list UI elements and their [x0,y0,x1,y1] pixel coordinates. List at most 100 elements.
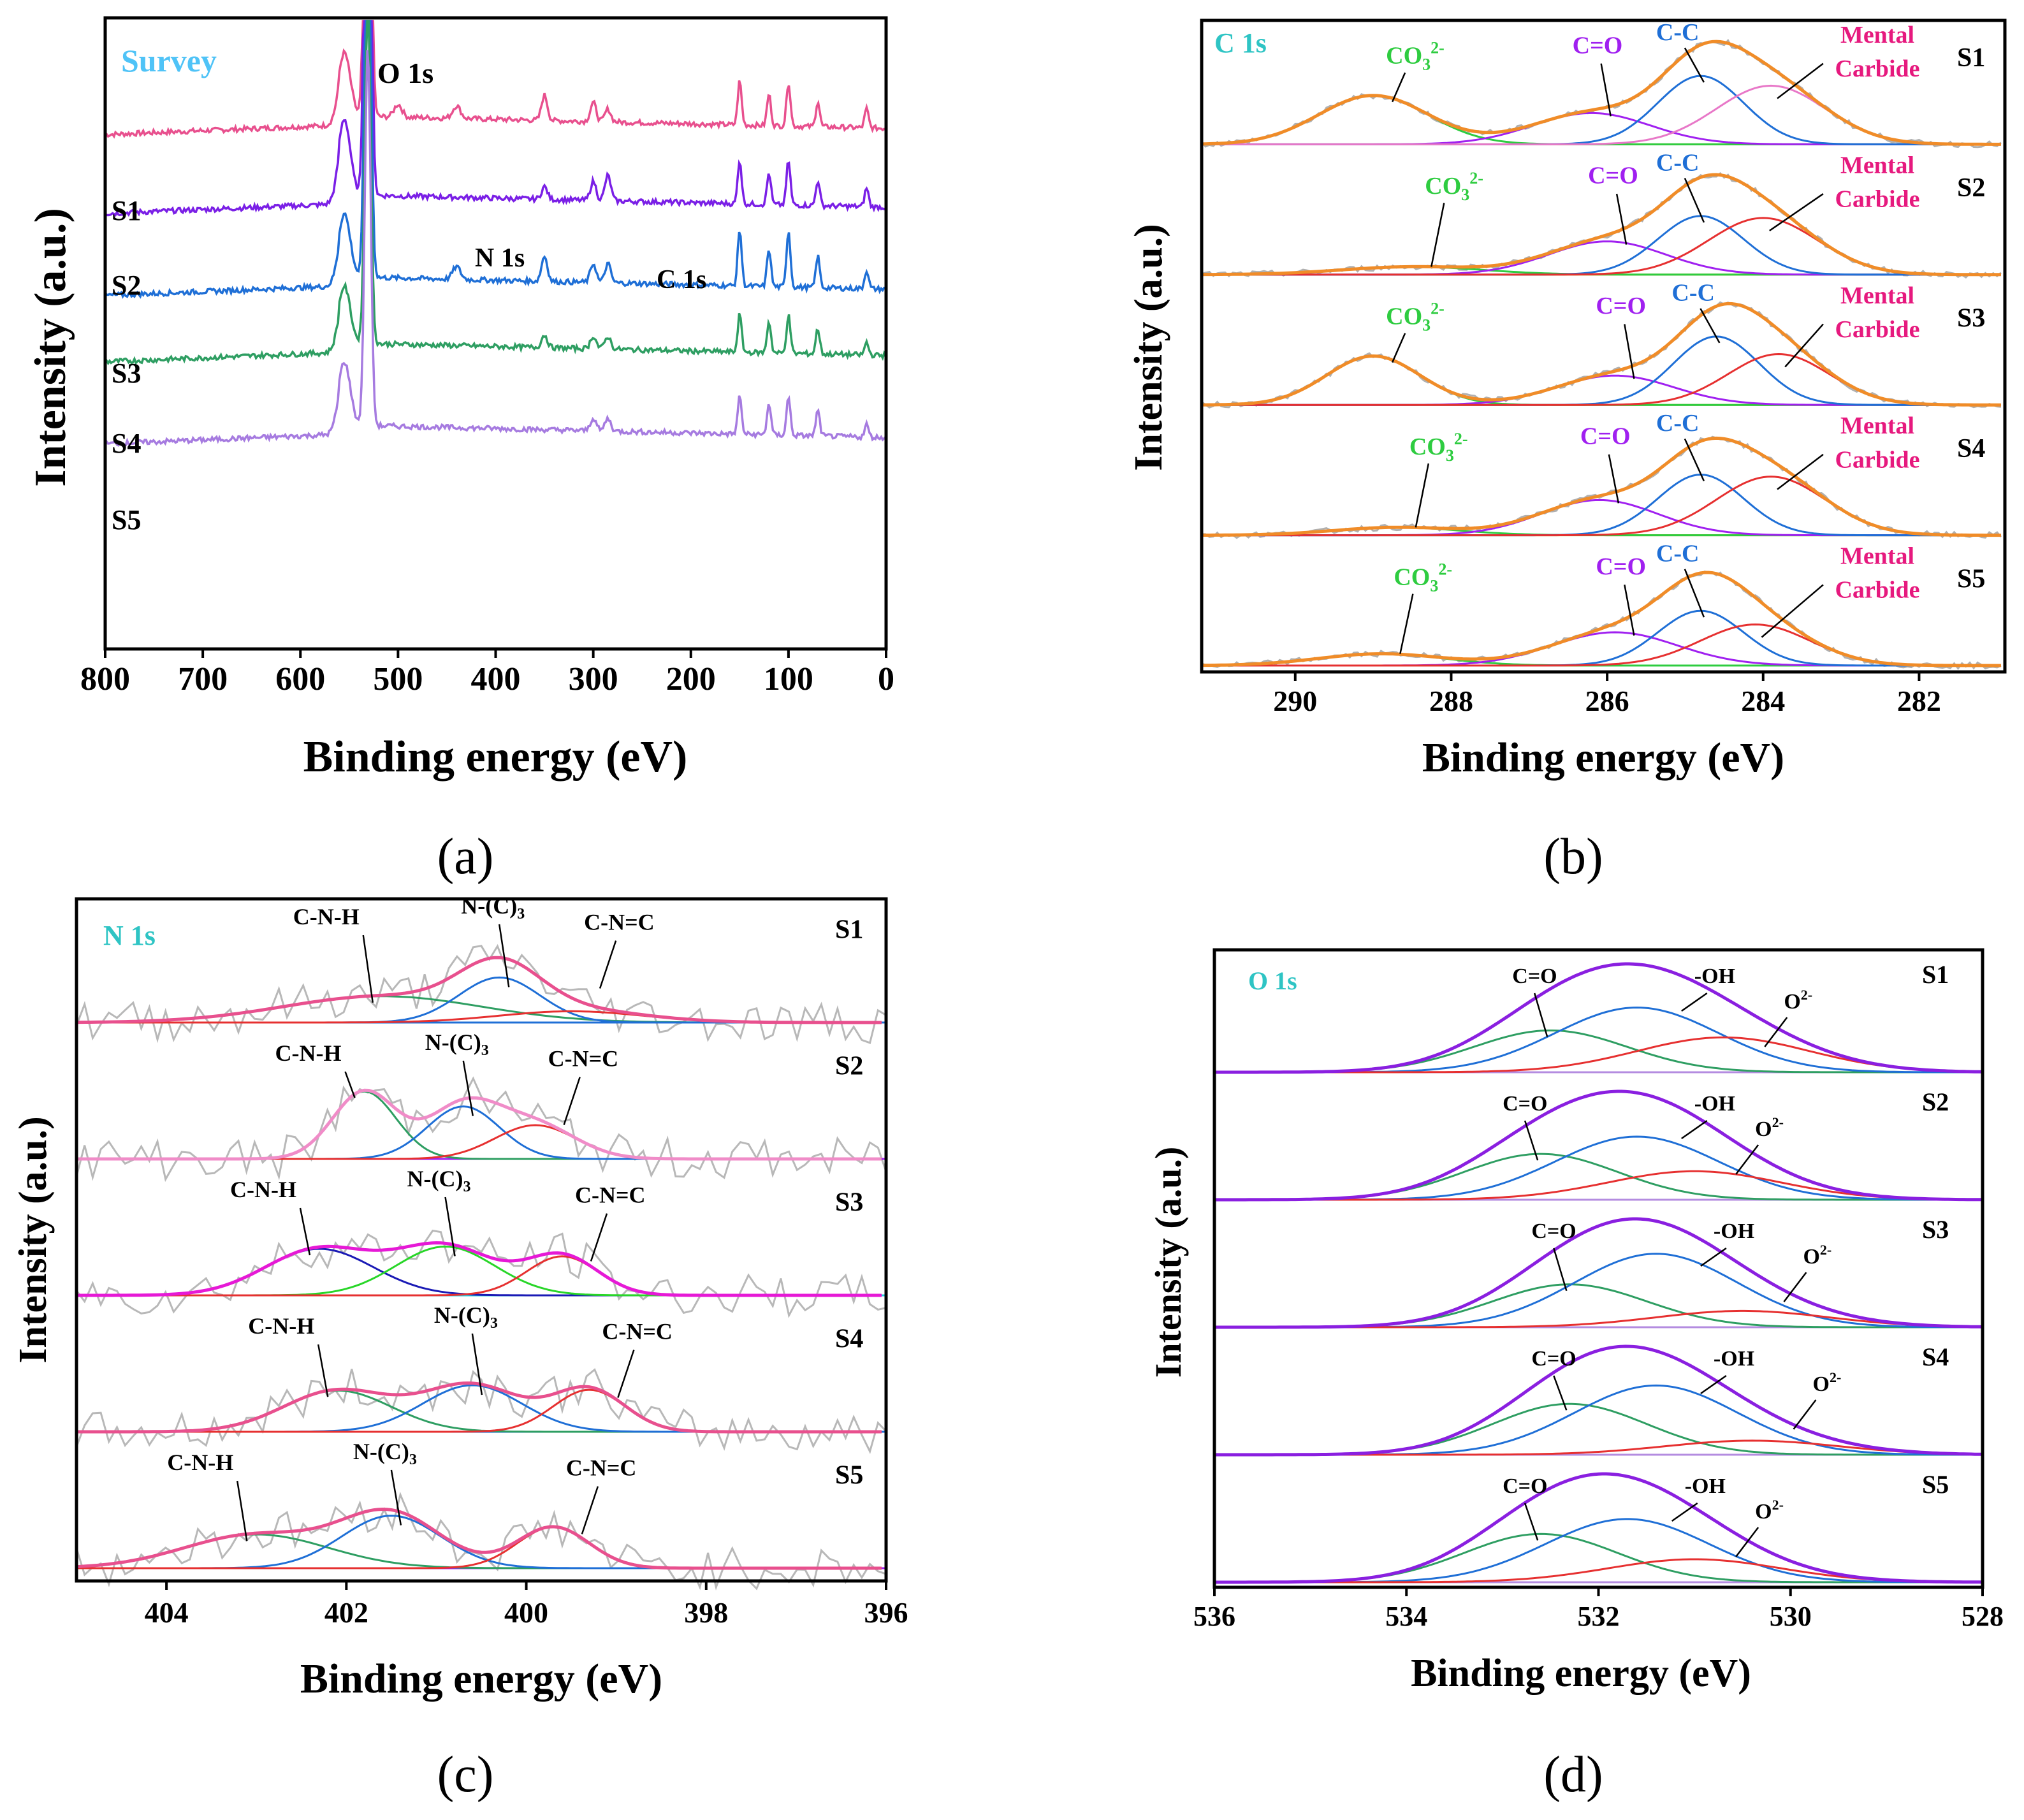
panel-c-cnh-label: C-N-H [230,1177,296,1202]
panel-d-oh-label: -OH [1694,1092,1735,1116]
panel-d-x-axis: 536 534 532 530 528 [1193,1587,2004,1632]
panel-b-envelope-s2 [1201,173,2001,277]
d-x-tick-label: 532 [1578,1601,1620,1632]
c-x-tick-label: 396 [864,1596,908,1629]
c-x-tick-label: 404 [145,1596,189,1629]
panel-b-cc-label: C-C [1656,149,1700,176]
panel-b-carbide-label: Carbide [1835,55,1920,82]
panel-d-co-leader [1553,1248,1568,1292]
panel-d-o2-superscript: 2- [1801,987,1812,1003]
c-x-tick-label: 402 [324,1596,368,1629]
b-x-tick-label: 290 [1273,685,1317,717]
panel-a-x-axis: 800 700 600 500 400 300 200 100 0 [80,649,894,697]
panel-b-cc-label: C-C [1656,19,1700,46]
panel-c-envelope-s5 [76,1507,882,1570]
panel-b-co-leader [1624,585,1635,636]
panel-c-nc3-leader [462,1060,474,1116]
panel-c-nc3-label: N-(C)3 [425,1030,489,1059]
panel-d-component-o2- [1214,1170,1983,1201]
panel-d-co-leader [1553,1375,1568,1411]
panel-d-oh-leader [1681,1119,1708,1140]
d-x-tick-label: 534 [1385,1601,1427,1632]
d-x-tick-label: 536 [1193,1601,1235,1632]
panel-c-cnh-leader [299,1207,311,1256]
panel-c-x-axis: 404 402 400 398 396 [145,1581,908,1629]
panel-a-series-s5 [104,50,887,448]
panel-b-co3-superscript: 2- [1454,430,1468,448]
panel-c-sample-label: S2 [835,1051,863,1081]
panel-c-cnh-leader [317,1344,329,1397]
panel-b-co3-superscript: 2- [1438,560,1452,578]
panel-b-carbide-label: Carbide [1835,577,1920,604]
panel-b-carbide-leader [1769,193,1824,231]
panel-b-co3-leader [1431,203,1445,267]
panel-b-cc-leader [1684,47,1705,83]
panel-c-cnh-label: C-N-H [248,1313,314,1339]
panel-c-plot-area [75,943,887,1591]
panel-a-series-s4 [104,20,887,366]
panel-b-carbide-label: Carbide [1835,186,1920,213]
panel-b-envelope-s5 [1201,571,2001,667]
panel-a-series-s3 [104,20,886,299]
a-x-tick-label: 300 [569,661,618,697]
panel-c-nc3-leader [444,1197,456,1256]
panel-b-co3-leader [1391,333,1406,363]
panel-c: 404 402 400 398 396 N 1s Binding energy (eV)… [11,893,908,1803]
panel-b-co3-label: CO32- [1386,39,1445,74]
panel-a-title: Survey [121,43,217,78]
panel-b-title: C 1s [1214,27,1267,59]
panel-c-nc3-subscript: 3 [517,906,525,922]
panel-a-o1s-label: O 1s [377,57,433,89]
panel-b-co3-subscript: 3 [1430,576,1438,595]
panel-b-co3-subscript: 3 [1422,316,1431,334]
panel-a-ylabel: Intensity (a.u.) [26,208,75,487]
panel-c-raw-s5 [75,1491,887,1591]
panel-b-mental-label: Mental [1840,543,1914,570]
panel-d-plot-area [1214,962,1983,1584]
panel-d-oh-leader [1681,992,1708,1012]
panel-b-co3-leader [1415,463,1430,528]
panel-c-cnc-label: C-N=C [584,909,655,935]
d-x-tick-label: 530 [1770,1601,1812,1632]
panel-d-envelope-s5 [1214,1472,1983,1584]
panel-d-envelope-s3 [1214,1217,1983,1329]
panel-b-cc-leader [1684,178,1705,223]
panel-c-raw-s2 [75,1076,887,1183]
panel-d-envelope-s4 [1214,1344,1983,1457]
panel-d-o2-leader [1783,1272,1807,1302]
panel-d-envelope-s1 [1214,962,1983,1074]
panel-c-caption: (c) [437,1747,494,1803]
panel-b-co-label: C=O [1573,32,1623,59]
panel-b-mental-label: Mental [1840,152,1914,178]
a-x-tick-label: 100 [764,661,813,697]
panel-b-xlabel: Binding energy (eV) [1422,734,1784,781]
panel-b-cc-leader [1684,569,1705,618]
panel-b-co3-subscript: 3 [1422,55,1431,74]
panel-a-series-s1 [105,20,886,139]
panel-d-o2-superscript: 2- [1772,1497,1784,1513]
panel-a-sample-s5: S5 [112,504,141,535]
a-x-tick-label: 600 [275,661,325,697]
panel-d-sample-label: S4 [1922,1343,1949,1371]
b-x-tick-label: 284 [1741,685,1785,717]
panel-b-co-label: C=O [1596,553,1646,580]
panel-d-o2-superscript: 2- [1830,1369,1841,1385]
panel-c-sample-label: S1 [835,915,863,944]
panel-b-mental-label: Mental [1840,282,1914,309]
b-x-tick-label: 286 [1585,685,1629,717]
panel-d-o2-leader [1735,1527,1759,1557]
panel-d-envelope-s2 [1214,1089,1983,1202]
panel-c-cnh-label: C-N-H [275,1040,342,1066]
panel-c-cnh-label: C-N-H [293,904,360,929]
panel-b-cc-label: C-C [1656,410,1700,437]
panel-b-co3-leader [1391,72,1406,103]
panel-b-co-leader [1608,454,1620,504]
panel-b-co-label: C=O [1588,163,1638,189]
c-x-tick-label: 398 [684,1596,728,1629]
panel-b-co3-subscript: 3 [1461,186,1469,204]
panel-c-cnh-leader [344,1071,356,1098]
panel-a-sample-s4: S4 [112,428,141,459]
panel-d-o2-leader [1764,1017,1788,1047]
